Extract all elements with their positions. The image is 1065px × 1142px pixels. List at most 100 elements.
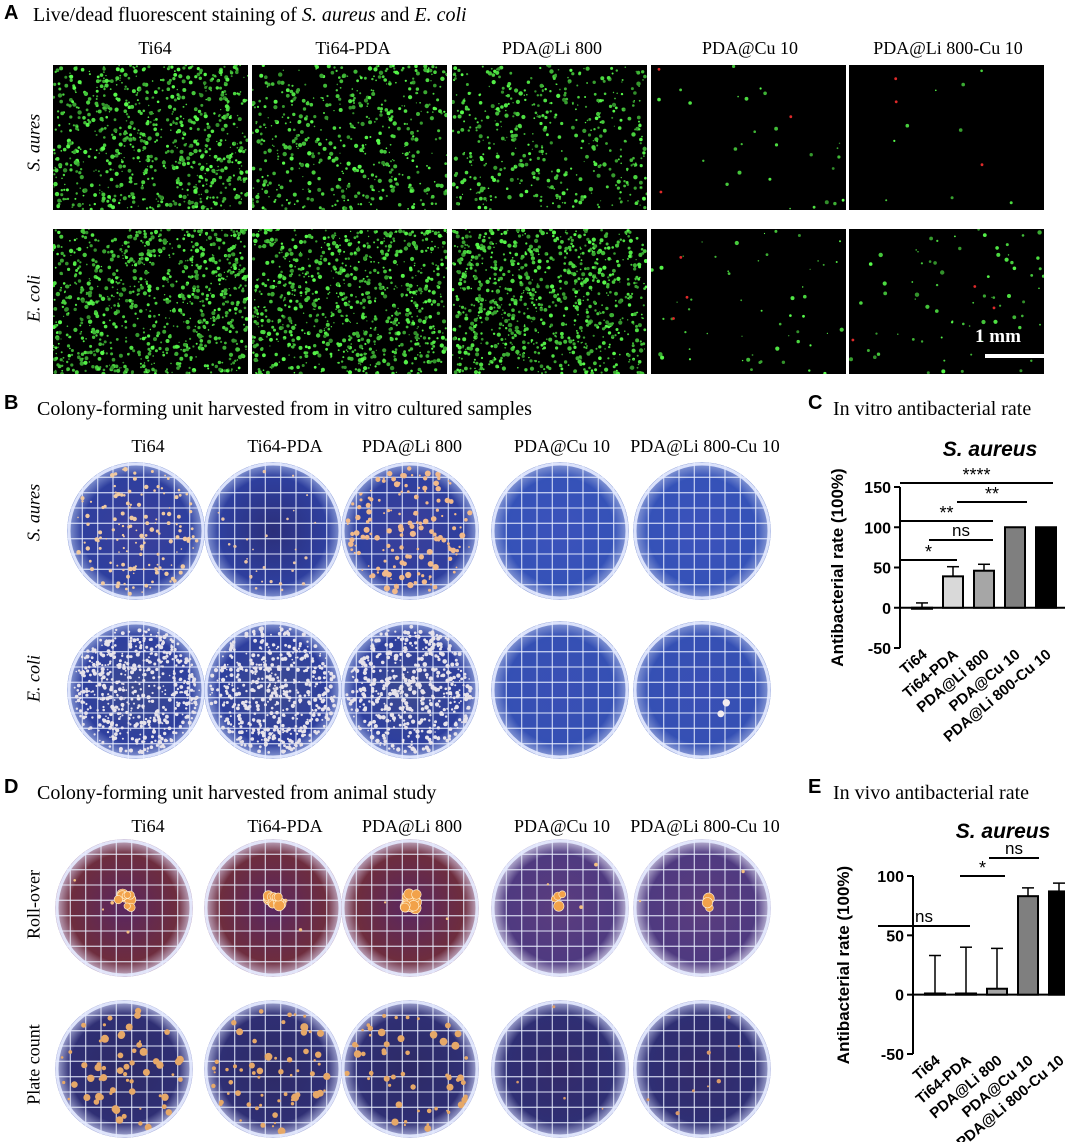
panel-a-title-sa: S. aureus [301,4,376,26]
panel-a-col-label: Ti64 [138,38,172,58]
panel-b-col-label: PDA@Li 800 [361,436,463,456]
bar [924,992,946,996]
fluorescence-micrograph [651,229,846,374]
chart-title: S. aureus [956,820,1051,843]
panel-b-letter: B [4,392,19,414]
panel-e-title: In vivo antibacterial rate [833,782,1030,804]
fluorescence-micrograph [452,229,647,374]
panel-a-row-label: S. aures [23,113,44,172]
fluorescence-micrograph [53,229,248,374]
petri-dish-plate [204,839,342,977]
significance-label: ns [1005,839,1023,858]
petri-dish-plate [67,621,205,759]
panel-a-row-label: E. coli [23,275,44,322]
bar [1004,526,1026,609]
petri-dish-plate [491,839,629,977]
y-tick-label: 0 [895,988,904,1005]
panel-b-row-label: E. coli [23,655,44,702]
fluorescence-micrograph [849,65,1044,210]
petri-dish-plate [204,621,342,759]
y-tick-label: 100 [877,869,904,886]
panel-a-title: Live/dead fluorescent staining of S. aur… [33,4,467,27]
petri-dish-plate [491,1000,629,1138]
significance-label: ** [985,484,999,504]
fluorescence-micrograph [849,229,1044,374]
petri-dish-plate [341,839,479,977]
petri-dish-plate [341,1000,479,1138]
y-tick-label: 150 [864,480,891,497]
fluorescence-micrograph [252,229,447,374]
panel-b-col-label: Ti64 [131,436,165,456]
bar [1035,526,1057,609]
petri-dish-plate [204,462,342,600]
panel-a-letter: A [4,2,19,24]
fluorescence-micrograph [452,65,647,210]
panel-d-letter: D [4,776,19,798]
y-tick-label: 50 [873,561,891,578]
panel-d-col-label: PDA@Cu 10 [513,816,611,836]
petri-dish-plate [204,1000,342,1138]
bar [942,575,964,609]
panel-d-col-label: Ti64 [131,816,165,836]
petri-dish-plate [491,621,629,759]
bar [1048,890,1065,996]
bar [986,987,1008,996]
panel-a-col-label: PDA@Li 800 [501,38,603,58]
petri-dish-plate [491,462,629,600]
significance-label: **** [962,465,990,485]
chart-title: S. aureus [943,438,1038,461]
y-axis-label: Antibacterial rate (100%) [834,866,853,1064]
y-tick-label: -50 [868,641,891,658]
significance-label: * [925,542,932,562]
panel-a-title-prefix: Live/dead fluorescent staining of [33,4,302,26]
petri-dish-plate [633,621,771,759]
panel-d-row-label: Roll-over [23,870,44,939]
petri-dish-plate [55,1000,193,1138]
bar [973,569,995,609]
panel-d-col-label: Ti64-PDA [247,816,323,836]
significance-label: ** [939,503,953,523]
scale-bar-label: 1 mm [975,326,1021,347]
panel-d-title: Colony-forming unit harvested from anima… [37,782,437,804]
panel-a-title-ec: E. coli [414,4,467,26]
petri-dish-plate [633,839,771,977]
panel-b-row-label: S. aures [23,483,44,542]
panel-b-col-label: PDA@Cu 10 [513,436,611,456]
panel-d-row-label: Plate count [23,1024,44,1105]
petri-dish-plate [67,462,205,600]
fluorescence-micrograph [651,65,846,210]
fluorescence-micrograph [252,65,447,210]
panel-a-col-label: PDA@Cu 10 [701,38,799,58]
bar [911,606,933,610]
panel-c-letter: C [808,392,823,414]
y-tick-label: 0 [882,601,891,618]
petri-dish-plate [341,621,479,759]
panel-d-col-label: PDA@Li 800 [361,816,463,836]
panel-d-col-label: PDA@Li 800-Cu 10 [630,816,780,836]
panel-a-col-label: Ti64-PDA [315,38,391,58]
scale-bar [985,354,1045,358]
significance-label: * [979,858,986,878]
significance-label: ns [915,907,933,926]
fluorescence-micrograph [53,65,248,210]
y-axis-label: Antibacterial rate (100%) [828,468,847,666]
panel-e-letter: E [808,776,822,798]
in-vitro-antibacterial-chart: S. aureus Antibacterial rate (100%) -50 0 50… [828,438,1065,746]
y-tick-label: -50 [881,1047,904,1064]
y-tick-label: 100 [864,520,891,537]
panel-b-col-label: PDA@Li 800-Cu 10 [630,436,780,456]
bar [955,992,977,996]
petri-dish-plate [633,1000,771,1138]
petri-dish-plate [633,462,771,600]
y-tick-label: 50 [886,928,904,945]
petri-dish-plate [341,462,479,600]
panel-b-col-label: Ti64-PDA [247,436,323,456]
bar [1017,895,1039,996]
panel-a-col-label: PDA@Li 800-Cu 10 [873,38,1023,58]
panel-b-title: Colony-forming unit harvested from in vi… [37,398,532,420]
panel-a-title-and: and [375,4,415,26]
petri-dish-plate [55,839,193,977]
panel-c-title: In vitro antibacterial rate [833,398,1032,420]
significance-label: ns [952,521,970,540]
